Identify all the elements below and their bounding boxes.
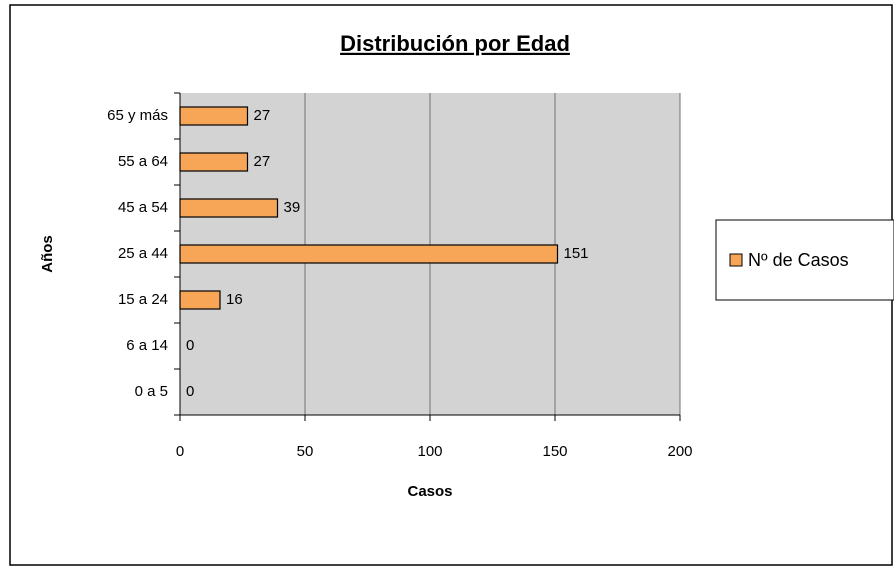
data-label: 151	[564, 245, 589, 262]
x-tick-label: 100	[417, 443, 442, 460]
y-axis-label: Años	[39, 235, 56, 273]
legend-label: Nº de Casos	[748, 250, 849, 270]
bar	[179, 290, 221, 310]
legend-swatch	[729, 253, 743, 267]
x-axis-label: Casos	[407, 483, 452, 500]
x-tick-label: 0	[176, 443, 184, 460]
bar	[179, 244, 559, 264]
y-tick-label: 25 a 44	[118, 245, 168, 262]
y-tick-label: 15 a 24	[118, 291, 168, 308]
data-label: 39	[284, 199, 301, 216]
data-label: 0	[186, 383, 194, 400]
x-tick-label: 200	[667, 443, 692, 460]
y-tick-label: 65 y más	[107, 107, 168, 124]
data-label: 27	[254, 107, 271, 124]
chart-title: Distribución por Edad	[340, 31, 570, 56]
y-tick-label: 6 a 14	[126, 337, 168, 354]
data-label: 27	[254, 153, 271, 170]
bar	[179, 106, 249, 126]
bar	[179, 152, 249, 172]
data-label: 0	[186, 337, 194, 354]
y-tick-label: 55 a 64	[118, 153, 168, 170]
y-tick-label: 45 a 54	[118, 199, 168, 216]
y-tick-label: 0 a 5	[135, 383, 168, 400]
x-tick-label: 150	[542, 443, 567, 460]
data-label: 16	[226, 291, 243, 308]
bar	[179, 198, 279, 218]
x-tick-label: 50	[297, 443, 314, 460]
legend-box	[715, 219, 894, 301]
